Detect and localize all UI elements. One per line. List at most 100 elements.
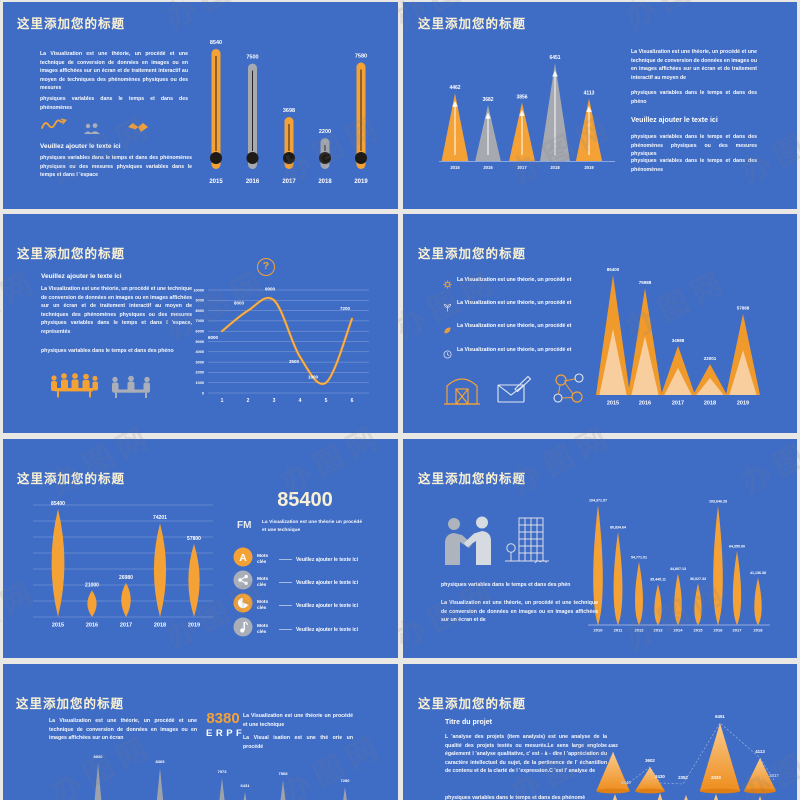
svg-text:85400: 85400	[607, 267, 620, 272]
slide-7-spike-chart: 8830 8365 7973 6431 7568 7280 这里添加您的标题 La Vis…	[3, 664, 398, 800]
slide-8-cone-chart: 4462 3602 2440 2430 2352 6451 2333 4113 2317 这里添…	[403, 664, 797, 800]
svg-text:80,834.64: 80,834.64	[610, 526, 626, 530]
section-subtitle: Veuillez ajouter le texte ici	[41, 273, 122, 280]
svg-text:3500: 3500	[289, 359, 300, 364]
svg-text:2010: 2010	[594, 628, 604, 633]
svg-text:6: 6	[351, 398, 354, 404]
svg-text:3: 3	[273, 398, 276, 404]
svg-text:2016: 2016	[483, 165, 493, 170]
divider-line	[279, 605, 292, 606]
svg-text:7580: 7580	[355, 54, 367, 60]
slide-6-teardrop-chart: 104,371.07 2010 80,834.64 2011 54,771.01 2012…	[403, 439, 797, 658]
svg-text:2016: 2016	[714, 628, 724, 633]
svg-text:34988: 34988	[672, 338, 685, 343]
keyword-label: Mots clés	[257, 623, 269, 635]
big-number: 8380	[206, 710, 240, 727]
svg-text:4113: 4113	[584, 91, 595, 97]
people-icon	[83, 121, 101, 139]
svg-text:6000: 6000	[208, 335, 219, 340]
svg-text:8365: 8365	[156, 759, 166, 764]
keyword-text: Veuillez ajouter le texte ici	[296, 626, 358, 633]
sprout-icon	[443, 299, 452, 317]
body-text: physiques variables dans le temps et dan…	[441, 582, 571, 588]
body-text: physiques variables dans le temps et dan…	[631, 90, 757, 105]
slide-title: 这里添加您的标题	[16, 697, 125, 711]
triangle-arrow-chart: 4462 2015 3682 2016 3856 2017 6451 2018 4113 2019	[439, 55, 615, 170]
svg-text:54,771.01: 54,771.01	[631, 556, 647, 560]
bullet-text: La Visualization est une théorie, un pro…	[457, 277, 572, 283]
svg-text:A: A	[239, 552, 247, 564]
network-icon	[549, 369, 589, 414]
svg-text:2013: 2013	[654, 628, 664, 633]
svg-text:2015: 2015	[607, 401, 619, 407]
bullet-item: La Visualization est une théorie, un pro…	[443, 299, 575, 317]
svg-text:2019: 2019	[188, 623, 200, 629]
slide-title: 这里添加您的标题	[17, 472, 126, 486]
svg-text:2430: 2430	[655, 774, 665, 779]
slide-title: 这里添加您的标题	[17, 247, 126, 261]
body-text: physiques variables dans le temps et dan…	[631, 158, 757, 173]
divider-line	[279, 629, 292, 630]
svg-text:2333: 2333	[711, 775, 721, 780]
body-text: physiques variables dans le temps et dan…	[631, 134, 757, 158]
section-subtitle: Veuillez ajouter le texte ici	[631, 117, 718, 124]
svg-text:2019: 2019	[737, 401, 749, 407]
handshake-silhouette-icon	[441, 515, 497, 570]
svg-text:41,136.38: 41,136.38	[750, 571, 766, 575]
bullet-text: La Visualization est une théorie, un pro…	[457, 323, 572, 329]
svg-text:2018: 2018	[704, 401, 716, 407]
svg-text:8000: 8000	[196, 309, 204, 313]
svg-text:2017: 2017	[733, 628, 743, 633]
divider-line	[279, 582, 292, 583]
svg-text:10000: 10000	[193, 288, 204, 292]
svg-text:3856: 3856	[516, 94, 527, 100]
svg-text:2019: 2019	[354, 179, 368, 185]
svg-text:2012: 2012	[635, 628, 645, 633]
svg-text:21000: 21000	[85, 582, 99, 588]
envelope-pencil-icon	[496, 375, 532, 410]
bullet-item: La Visualization est une théorie, un pro…	[443, 346, 575, 364]
slide-4-peaks-chart: 85400 2015 75988 2016 34988 2017 22001 2018 5788…	[403, 214, 797, 433]
svg-text:8540: 8540	[210, 40, 222, 46]
svg-text:36,027.33: 36,027.33	[690, 577, 706, 581]
svg-text:2317: 2317	[769, 773, 779, 778]
svg-text:7568: 7568	[279, 771, 289, 776]
svg-text:1000: 1000	[196, 381, 204, 385]
big-number-label: ERPF	[206, 728, 246, 739]
slide-title: 这里添加您的标题	[418, 17, 527, 31]
keyword-text: Veuillez ajouter le texte ici	[296, 602, 358, 609]
svg-text:2011: 2011	[614, 628, 623, 633]
thermometer-bar-chart: 8540 2015 7500 2016 3698 2017 2200 2018 7580 2019	[209, 40, 368, 185]
svg-text:75988: 75988	[639, 280, 652, 285]
keyword-text: Veuillez ajouter le texte ici	[296, 579, 358, 586]
svg-text:1: 1	[221, 398, 224, 404]
slide-title: 这里添加您的标题	[418, 697, 527, 711]
big-number: 85400	[277, 489, 333, 511]
svg-text:1000: 1000	[308, 375, 319, 380]
svg-text:8830: 8830	[94, 754, 104, 759]
svg-text:5000: 5000	[196, 340, 204, 344]
trend-wave-icon	[41, 118, 67, 136]
svg-text:7280: 7280	[341, 778, 351, 783]
svg-text:3698: 3698	[283, 108, 295, 114]
body-text: La Visualization est une théorie, un pro…	[441, 600, 598, 624]
svg-text:3682: 3682	[482, 97, 493, 103]
peaks-area-chart: 85400 2015 75988 2016 34988 2017 22001 2018 5788…	[596, 267, 760, 407]
svg-text:57800: 57800	[187, 536, 201, 542]
svg-text:4: 4	[299, 398, 302, 404]
svg-text:2440: 2440	[621, 780, 631, 785]
keyword-row: A Mots clés Veuillez ajouter le texte ic…	[233, 547, 395, 572]
svg-text:9000: 9000	[265, 286, 276, 291]
svg-text:2018: 2018	[550, 165, 560, 170]
keyword-text: Veuillez ajouter le texte ici	[296, 556, 358, 563]
fm-label: FM	[237, 520, 252, 531]
teardrop-bar-chart: 104,371.07 2010 80,834.64 2011 54,771.01 2012…	[588, 499, 770, 633]
svg-text:44,807.13: 44,807.13	[670, 567, 686, 571]
svg-text:2018: 2018	[154, 623, 166, 629]
barn-icon	[443, 370, 481, 413]
svg-text:0: 0	[202, 391, 204, 395]
svg-text:6431: 6431	[241, 783, 251, 788]
svg-text:3000: 3000	[196, 360, 204, 364]
svg-text:7200: 7200	[340, 306, 351, 311]
body-text: physiques variables dans le temps et dan…	[41, 348, 174, 354]
